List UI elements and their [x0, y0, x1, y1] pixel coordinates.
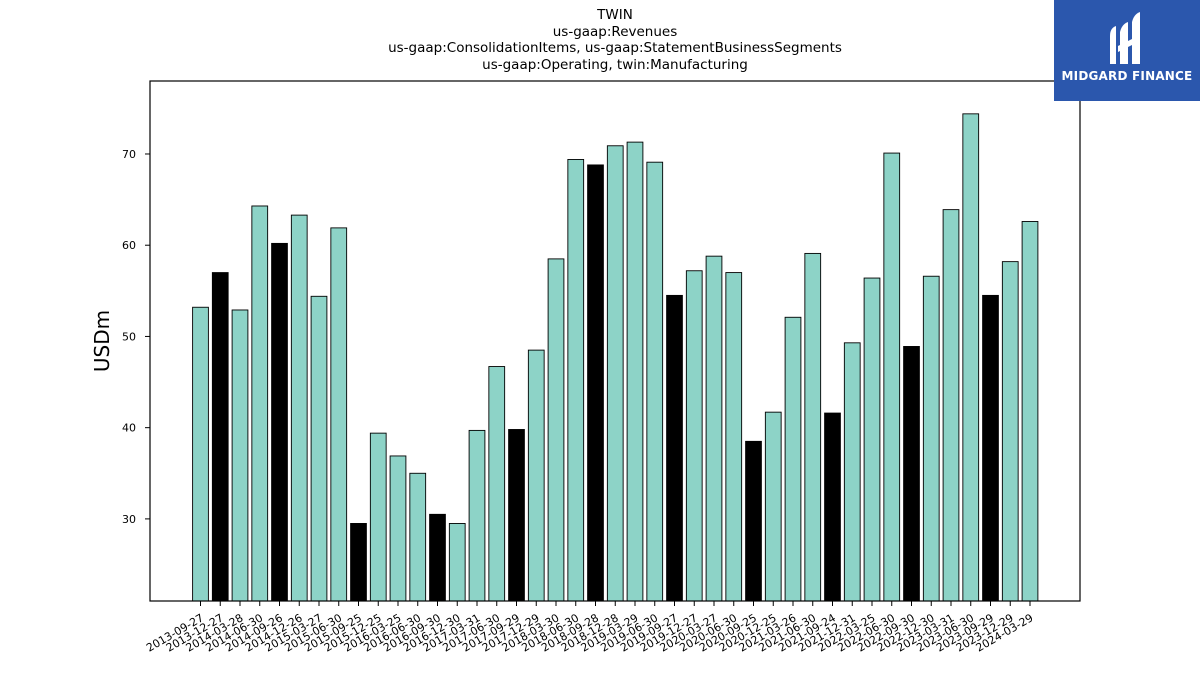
- bar: [863, 277, 881, 602]
- bar: [685, 270, 703, 602]
- bar: [389, 455, 407, 602]
- bar: [784, 316, 802, 602]
- plot-frame: [149, 80, 1081, 602]
- bar: [290, 214, 308, 602]
- chart-title-line: us-gaap:Operating, twin:Manufacturing: [482, 56, 748, 73]
- bar: [942, 209, 960, 602]
- bar: [903, 346, 920, 602]
- y-tick-label: 60: [122, 239, 136, 252]
- bar: [547, 258, 565, 602]
- chart-title: TWIN us-gaap:Revenues us-gaap:Consolidat…: [150, 7, 1080, 73]
- bar: [330, 227, 348, 602]
- bar: [745, 440, 762, 602]
- bar: [1021, 221, 1039, 602]
- bar: [725, 272, 743, 602]
- bar: [982, 294, 999, 602]
- x-axis: 2013-09-272013-12-272014-03-282014-06-30…: [144, 601, 1036, 655]
- y-tick-label: 50: [122, 330, 136, 343]
- bar: [587, 164, 604, 602]
- bar: [606, 145, 624, 602]
- bar: [824, 412, 841, 602]
- y-tick-label: 70: [122, 148, 136, 161]
- bar: [211, 272, 229, 602]
- bar: [962, 113, 980, 602]
- y-tick-label: 30: [122, 513, 136, 526]
- bar: [646, 161, 664, 602]
- bar: [764, 411, 782, 602]
- bar: [369, 432, 387, 602]
- bar: [804, 252, 822, 602]
- bar: [883, 152, 901, 602]
- bar: [448, 523, 466, 602]
- bar: [1001, 261, 1019, 602]
- bars-layer: [192, 113, 1039, 602]
- bar: [508, 429, 525, 602]
- bar: [527, 349, 545, 602]
- bar: [350, 523, 367, 602]
- bar: [666, 294, 683, 602]
- bar: [468, 429, 486, 602]
- midgard-logo-icon: [1110, 12, 1140, 64]
- bar: [409, 472, 427, 602]
- bar: [429, 513, 446, 602]
- bar: [192, 306, 209, 602]
- y-axis-label: USDm: [90, 310, 114, 372]
- bar: [843, 342, 861, 602]
- bar: [567, 159, 585, 602]
- y-tick-label: 40: [122, 422, 136, 435]
- midgard-logo: MIDGARD FINANCE: [1054, 0, 1200, 101]
- chart-title-line: us-gaap:Revenues: [552, 23, 678, 40]
- bar: [705, 255, 723, 602]
- midgard-logo-text: MIDGARD FINANCE: [1061, 69, 1193, 83]
- bar: [271, 242, 288, 602]
- chart-title-line: us-gaap:ConsolidationItems, us-gaap:Stat…: [388, 40, 842, 56]
- bar: [310, 295, 328, 602]
- bar: [231, 309, 249, 602]
- bar: [488, 366, 506, 602]
- chart-title-line: TWIN: [597, 7, 633, 23]
- y-axis: 30 40 50 60 70: [122, 148, 150, 526]
- bar: [922, 275, 940, 602]
- bar: [626, 141, 644, 602]
- bar: [251, 205, 269, 602]
